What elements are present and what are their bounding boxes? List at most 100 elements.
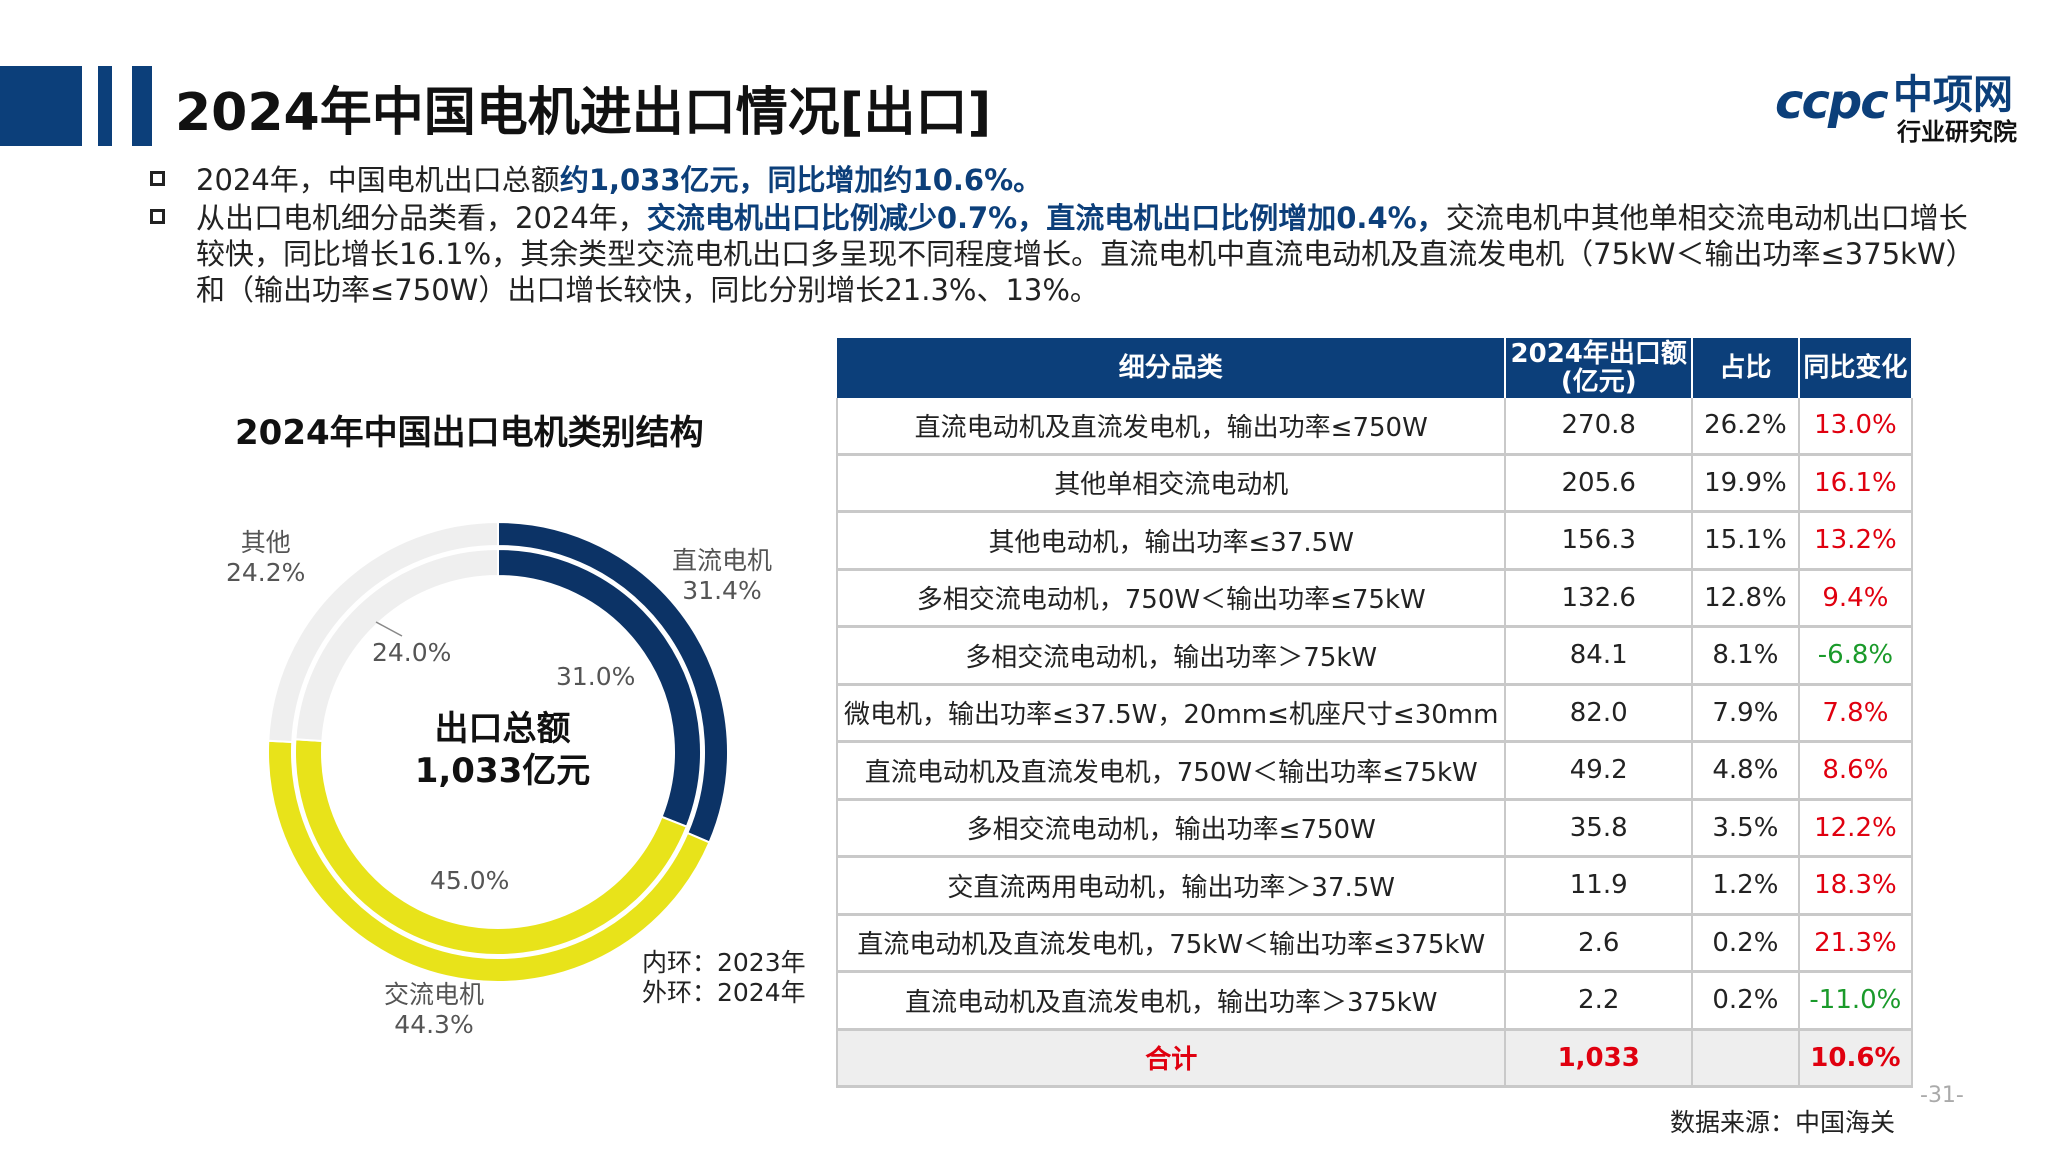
cell-category: 多相交流电动机，输出功率＞75kW [835, 626, 1507, 686]
table-row: 直流电动机及直流发电机，75kW＜输出功率≤375kW 2.6 0.2% 21.3% [835, 914, 1914, 973]
center-label-line2: 1,033亿元 [414, 751, 591, 791]
outer-label-other: 其他 24.2% [226, 528, 305, 588]
donut-center-label: 出口总额 1,033亿元 [385, 708, 620, 792]
cell-category: 直流电动机及直流发电机，750W＜输出功率≤75kW [835, 741, 1507, 801]
bullet-item: 从出口电机细分品类看，2024年，交流电机出口比例减少0.7%，直流电机出口比例… [148, 200, 1968, 308]
cell-category: 直流电动机及直流发电机，输出功率≤750W [835, 398, 1507, 456]
export-table: 细分品类 2024年出口额 (亿元) 占比 同比变化 直流电动机及直流发电机，输出… [835, 338, 1914, 1088]
category-name: 直流电机 [672, 546, 773, 575]
cell-value: 270.8 [1505, 398, 1693, 456]
table-row: 多相交流电动机，输出功率≤750W 35.8 3.5% 12.2% [835, 799, 1914, 858]
inner-value-other: 24.0% [372, 638, 452, 667]
header-bar-stripe-2 [132, 66, 152, 146]
table-row: 交直流两用电动机，输出功率＞37.5W 11.9 1.2% 18.3% [835, 856, 1914, 916]
cell-share: 8.1% [1692, 626, 1800, 686]
bullet-text: 2024年，中国电机出口总额 [196, 163, 560, 197]
table-row: 多相交流电动机，输出功率＞75kW 84.1 8.1% -6.8% [835, 626, 1914, 686]
table-header-row: 细分品类 2024年出口额 (亿元) 占比 同比变化 [837, 338, 1914, 398]
cell-value: 132.6 [1505, 569, 1693, 628]
bullet-highlight: 约1,033亿元，同比增加约10.6%。 [559, 163, 1043, 197]
page-title: 2024年中国电机进出口情况[出口] [175, 83, 992, 143]
leader-line [375, 621, 403, 637]
bullet-text: 从出口电机细分品类看，2024年， [196, 201, 647, 235]
cell-yoy: 13.0% [1798, 398, 1914, 456]
table-total-row: 合计 1,033 10.6% [835, 1029, 1914, 1088]
cell-category: 多相交流电动机，输出功率≤750W [835, 799, 1507, 858]
cell-yoy: -6.8% [1798, 626, 1914, 686]
cell-total-yoy: 10.6% [1798, 1029, 1914, 1088]
cell-value: 2.2 [1505, 971, 1693, 1031]
cell-yoy: 7.8% [1798, 684, 1914, 743]
cell-yoy: 21.3% [1798, 914, 1914, 973]
cell-category: 微电机，输出功率≤37.5W，20mm≤机座尺寸≤30mm [835, 684, 1507, 743]
donut-inner-slice-2 [294, 547, 499, 743]
cell-share: 19.9% [1692, 454, 1800, 513]
outer-value: 24.2% [226, 558, 306, 587]
inner-value-ac: 45.0% [430, 866, 510, 895]
cell-yoy: 9.4% [1798, 569, 1914, 628]
summary-bullets: 2024年，中国电机出口总额约1,033亿元，同比增加约10.6%。 从出口电机… [148, 162, 1968, 310]
table-row: 直流电动机及直流发电机，输出功率≤750W 270.8 26.2% 13.0% [835, 398, 1914, 456]
cell-yoy: -11.0% [1798, 971, 1914, 1031]
cell-value: 205.6 [1505, 454, 1693, 513]
category-name: 其他 [240, 528, 291, 557]
cell-share: 26.2% [1692, 398, 1800, 456]
table-row: 多相交流电动机，750W＜输出功率≤75kW 132.6 12.8% 9.4% [835, 569, 1914, 628]
cell-value: 11.9 [1505, 856, 1693, 916]
col-header-category: 细分品类 [837, 338, 1507, 398]
page-number: -31- [1920, 1083, 1964, 1108]
cell-category: 交直流两用电动机，输出功率＞37.5W [835, 856, 1507, 916]
table-body: 直流电动机及直流发电机，输出功率≤750W 270.8 26.2% 13.0% 其他单相… [835, 398, 1914, 1088]
cell-value: 156.3 [1505, 511, 1693, 571]
col-header-value-line: 2024年出口额 [1510, 339, 1687, 369]
cell-yoy: 12.2% [1798, 799, 1914, 858]
cell-category: 直流电动机及直流发电机，75kW＜输出功率≤375kW [835, 914, 1507, 973]
bullet-highlight: 交流电机出口比例减少0.7%，直流电机出口比例增加0.4%， [646, 201, 1446, 235]
cell-share: 15.1% [1692, 511, 1800, 571]
cell-value: 82.0 [1505, 684, 1693, 743]
outer-label-ac: 交流电机 44.3% [384, 980, 484, 1040]
cell-category: 多相交流电动机，750W＜输出功率≤75kW [835, 569, 1507, 628]
cell-share: 0.2% [1692, 914, 1800, 973]
cell-category: 直流电动机及直流发电机，输出功率＞375kW [835, 971, 1507, 1031]
cell-value: 49.2 [1505, 741, 1693, 801]
table-row: 其他单相交流电动机 205.6 19.9% 16.1% [835, 454, 1914, 513]
cell-yoy: 18.3% [1798, 856, 1914, 916]
cell-value: 84.1 [1505, 626, 1693, 686]
legend-outer: 外环：2024年 [642, 978, 806, 1007]
chart-title: 2024年中国出口电机类别结构 [235, 413, 704, 453]
bullet-text-tail: 交流电机中其他单相交流电动机出口增长较快，同比增长16.1%，其余类型交流电机出… [196, 201, 1968, 307]
header-bar-stripe-1 [98, 66, 112, 146]
outer-label-dc: 直流电机 31.4% [672, 546, 772, 606]
cell-yoy: 13.2% [1798, 511, 1914, 571]
cell-yoy: 8.6% [1798, 741, 1914, 801]
cell-total-share [1692, 1029, 1800, 1088]
data-source: 数据来源：中国海关 [1670, 1108, 1896, 1137]
table-row: 微电机，输出功率≤37.5W，20mm≤机座尺寸≤30mm 82.0 7.9% 7.8… [835, 684, 1914, 743]
cell-total-value: 1,033 [1505, 1029, 1693, 1088]
header-bar-main [0, 66, 82, 146]
cell-yoy: 16.1% [1798, 454, 1914, 513]
bullet-item: 2024年，中国电机出口总额约1,033亿元，同比增加约10.6%。 [148, 162, 1968, 198]
legend-inner: 内环：2023年 [642, 948, 806, 977]
cell-share: 0.2% [1692, 971, 1800, 1031]
inner-value-dc: 31.0% [556, 662, 636, 691]
bullet-square-icon [150, 171, 165, 186]
cell-share: 7.9% [1692, 684, 1800, 743]
table-row: 其他电动机，输出功率≤37.5W 156.3 15.1% 13.2% [835, 511, 1914, 571]
col-header-yoy: 同比变化 [1798, 338, 1914, 398]
cell-share: 1.2% [1692, 856, 1800, 916]
cell-category: 其他电动机，输出功率≤37.5W [835, 511, 1507, 571]
outer-value: 31.4% [682, 576, 762, 605]
donut-outer-slice-2 [267, 520, 499, 744]
table-row: 直流电动机及直流发电机，输出功率＞375kW 2.2 0.2% -11.0% [835, 971, 1914, 1031]
ring-legend-note: 内环：2023年 外环：2024年 [642, 948, 806, 1008]
category-name: 交流电机 [384, 980, 485, 1009]
cell-category: 其他单相交流电动机 [835, 454, 1507, 513]
center-label-line1: 出口总额 [434, 709, 571, 749]
col-header-value: 2024年出口额 (亿元) [1505, 338, 1693, 398]
col-header-value-line: (亿元) [1560, 367, 1637, 397]
cell-total-label: 合计 [835, 1029, 1507, 1088]
cell-share: 4.8% [1692, 741, 1800, 801]
